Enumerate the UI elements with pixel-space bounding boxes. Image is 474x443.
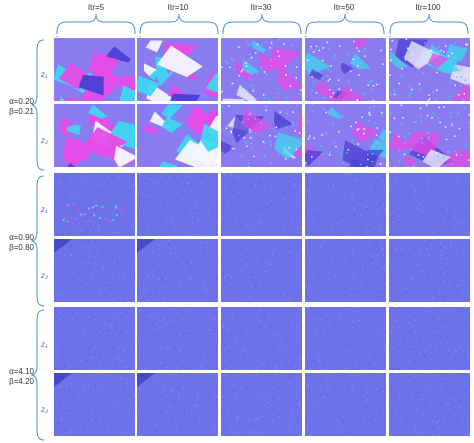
column-label: Itr=5: [87, 3, 105, 12]
row-group-label: α=0.90 β=0.80: [0, 233, 34, 253]
latent-image: [137, 373, 218, 436]
latent-image: [221, 373, 302, 436]
z2-label: z₂: [41, 271, 49, 280]
latent-image: [389, 38, 470, 101]
row-bracket: [30, 175, 45, 307]
latent-image: [389, 104, 470, 167]
latent-image: [54, 38, 135, 101]
row-bracket: [30, 39, 45, 171]
latent-image: [389, 307, 470, 370]
latent-image: [54, 104, 135, 167]
latent-image: [305, 38, 386, 101]
column-bracket: [305, 13, 385, 35]
beta-label: β=4.20: [9, 377, 34, 386]
beta-label: β=0.80: [9, 243, 34, 252]
latent-image: [305, 307, 386, 370]
latent-image: [137, 104, 218, 167]
column-bracket: [139, 13, 219, 35]
row-group-label: α=0.20 β=0.21: [0, 97, 34, 117]
latent-image: [305, 239, 386, 302]
latent-image: [137, 307, 218, 370]
latent-image: [54, 307, 135, 370]
column-label: Itr=100: [415, 3, 441, 12]
latent-image: [54, 373, 135, 436]
latent-image: [221, 38, 302, 101]
alpha-label: α=0.20: [9, 97, 34, 106]
column-label: Itr=10: [167, 3, 189, 12]
latent-image: [389, 239, 470, 302]
row-group-label: α=4.10 β=4.20: [0, 367, 34, 387]
alpha-label: α=0.90: [9, 233, 34, 242]
latent-image: [221, 239, 302, 302]
latent-image: [221, 173, 302, 236]
column-bracket: [56, 13, 136, 35]
alpha-label: α=4.10: [9, 367, 34, 376]
column-label: Itr=30: [250, 3, 272, 12]
latent-image: [137, 239, 218, 302]
column-bracket: [222, 13, 302, 35]
z2-label: z₂: [41, 136, 49, 145]
latent-image: [305, 104, 386, 167]
latent-image: [389, 173, 470, 236]
latent-image: [137, 38, 218, 101]
column-label: Itr=50: [333, 3, 355, 12]
column-bracket: [389, 13, 469, 35]
z1-label: z₁: [41, 70, 48, 79]
z2-label: z₂: [41, 405, 49, 414]
latent-image: [389, 373, 470, 436]
beta-label: β=0.21: [9, 107, 34, 116]
latent-image: [54, 173, 135, 236]
row-brackets: [30, 39, 45, 441]
latent-image: [221, 104, 302, 167]
latent-image: [137, 173, 218, 236]
row-bracket: [30, 309, 45, 441]
column-brackets: [56, 13, 469, 38]
z1-label: z₁: [41, 205, 48, 214]
latent-image: [305, 173, 386, 236]
latent-image: [221, 307, 302, 370]
latent-image: [305, 373, 386, 436]
z1-label: z₁: [41, 340, 48, 349]
latent-image: [54, 239, 135, 302]
